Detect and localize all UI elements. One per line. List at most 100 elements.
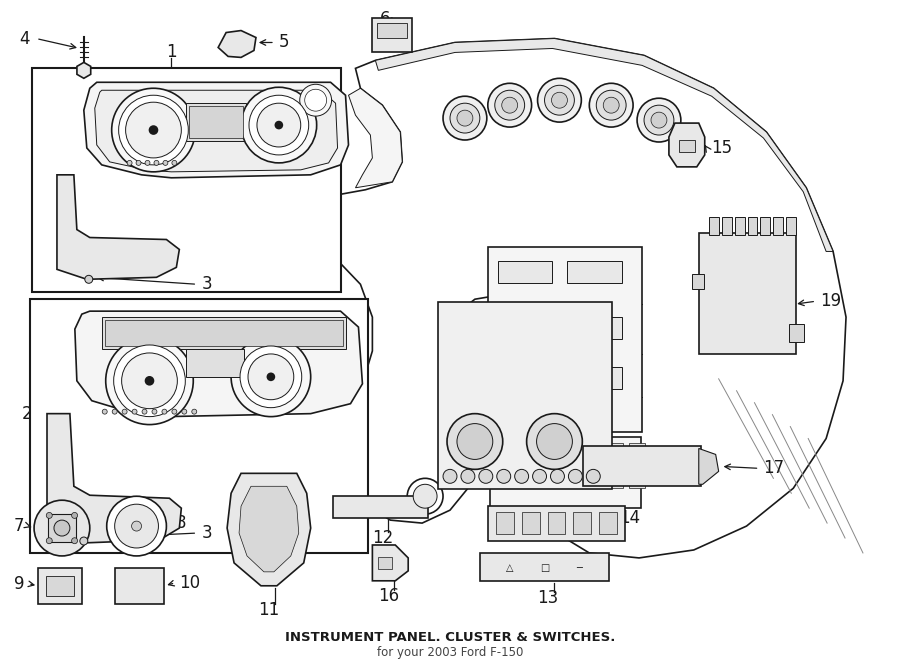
Bar <box>519 477 536 488</box>
Bar <box>547 512 565 534</box>
Circle shape <box>537 78 581 122</box>
Circle shape <box>552 93 567 108</box>
Bar <box>102 317 346 349</box>
Circle shape <box>145 161 150 165</box>
Circle shape <box>305 89 327 111</box>
Circle shape <box>72 512 77 518</box>
Polygon shape <box>698 448 719 485</box>
Bar <box>760 217 770 235</box>
Text: 10: 10 <box>179 574 201 592</box>
Text: 2: 2 <box>22 405 32 422</box>
Bar <box>698 233 796 354</box>
Polygon shape <box>94 91 338 172</box>
Bar <box>573 512 591 534</box>
Text: 15: 15 <box>711 139 732 157</box>
Text: 1: 1 <box>166 44 176 61</box>
Circle shape <box>248 354 293 400</box>
Bar <box>186 349 244 377</box>
Bar <box>488 247 642 432</box>
Text: for your 2003 Ford F-150: for your 2003 Ford F-150 <box>377 646 523 659</box>
Bar <box>629 477 645 488</box>
Circle shape <box>114 504 158 548</box>
Circle shape <box>586 469 600 483</box>
Circle shape <box>122 409 127 414</box>
Circle shape <box>497 469 510 483</box>
Bar <box>567 261 622 284</box>
Bar <box>748 217 758 235</box>
Text: 17: 17 <box>763 459 785 477</box>
Circle shape <box>551 469 564 483</box>
Text: 7: 7 <box>14 517 24 535</box>
Bar <box>114 568 165 603</box>
Bar <box>498 317 553 339</box>
Bar <box>583 446 701 486</box>
Circle shape <box>142 409 147 414</box>
Circle shape <box>54 520 70 536</box>
Circle shape <box>231 337 310 416</box>
Circle shape <box>515 469 528 483</box>
Polygon shape <box>227 473 310 586</box>
Text: 13: 13 <box>537 589 558 607</box>
Circle shape <box>569 469 582 483</box>
Circle shape <box>495 91 525 120</box>
Circle shape <box>501 97 518 113</box>
Bar <box>480 553 609 581</box>
Circle shape <box>46 538 52 544</box>
Circle shape <box>249 95 309 155</box>
Circle shape <box>85 276 93 284</box>
Bar <box>722 217 732 235</box>
Text: 14: 14 <box>619 509 640 527</box>
Bar <box>734 217 744 235</box>
Bar <box>104 320 343 346</box>
Bar <box>563 444 580 455</box>
Text: ─: ─ <box>576 563 582 573</box>
Bar <box>498 261 553 284</box>
Bar <box>498 444 514 455</box>
Circle shape <box>590 83 633 127</box>
Circle shape <box>126 102 181 158</box>
Bar <box>496 512 514 534</box>
Polygon shape <box>239 486 299 572</box>
Circle shape <box>407 479 443 514</box>
Bar <box>333 496 428 518</box>
Circle shape <box>132 409 137 414</box>
Text: 8: 8 <box>176 514 187 532</box>
Text: 3: 3 <box>202 524 211 542</box>
Text: 12: 12 <box>372 529 393 547</box>
Text: 4: 4 <box>20 30 30 48</box>
Circle shape <box>461 469 475 483</box>
Text: 19: 19 <box>820 292 842 310</box>
Bar <box>32 68 340 292</box>
Circle shape <box>637 98 681 142</box>
Bar <box>708 217 719 235</box>
Text: 16: 16 <box>378 587 399 605</box>
Bar <box>498 477 514 488</box>
Bar <box>30 299 368 553</box>
Polygon shape <box>301 38 846 558</box>
Text: △: △ <box>506 563 514 573</box>
Circle shape <box>105 337 194 424</box>
Text: INSTRUMENT PANEL. CLUSTER & SWITCHES.: INSTRUMENT PANEL. CLUSTER & SWITCHES. <box>284 631 616 644</box>
Bar <box>373 18 412 52</box>
Bar <box>377 22 407 38</box>
Circle shape <box>172 409 177 414</box>
Bar <box>585 477 601 488</box>
Circle shape <box>544 85 574 115</box>
Text: 5: 5 <box>279 34 290 52</box>
Circle shape <box>192 409 197 414</box>
Circle shape <box>300 85 331 116</box>
Circle shape <box>443 469 457 483</box>
Circle shape <box>536 424 572 459</box>
Bar <box>438 302 612 489</box>
Bar <box>189 106 243 138</box>
Bar <box>629 444 645 455</box>
Circle shape <box>72 538 77 544</box>
Circle shape <box>122 353 177 408</box>
Bar <box>498 367 553 389</box>
Polygon shape <box>218 30 256 58</box>
Bar <box>787 217 796 235</box>
Circle shape <box>488 83 532 127</box>
Circle shape <box>526 414 582 469</box>
Bar <box>490 436 641 508</box>
Bar <box>378 557 392 569</box>
